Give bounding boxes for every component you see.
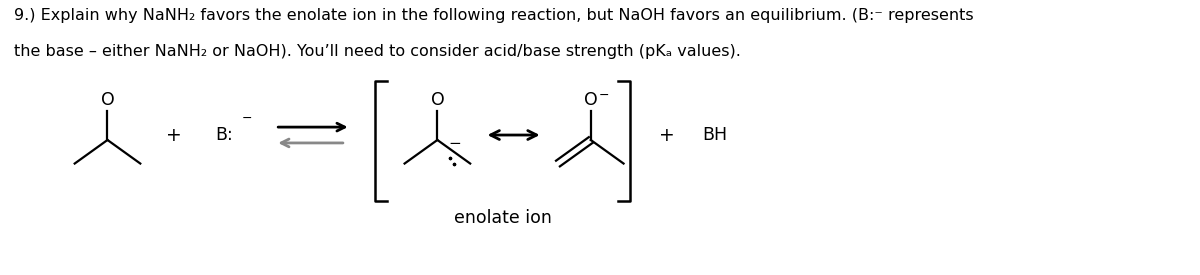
Text: +: + [166, 125, 182, 145]
Text: O: O [584, 91, 598, 109]
Text: −: − [242, 112, 253, 125]
Text: B:: B: [216, 126, 233, 144]
Text: O: O [101, 91, 114, 109]
Text: +: + [659, 125, 674, 145]
Text: BH: BH [703, 126, 727, 144]
Text: enolate ion: enolate ion [454, 209, 552, 227]
Text: the base – either NaNH₂ or NaOH). You’ll need to consider acid/base strength (pK: the base – either NaNH₂ or NaOH). You’ll… [14, 44, 740, 59]
Text: −: − [448, 136, 461, 151]
Text: 9.) Explain why NaNH₂ favors the enolate ion in the following reaction, but NaOH: 9.) Explain why NaNH₂ favors the enolate… [14, 8, 973, 23]
Text: O: O [431, 91, 444, 109]
Text: −: − [599, 89, 610, 101]
